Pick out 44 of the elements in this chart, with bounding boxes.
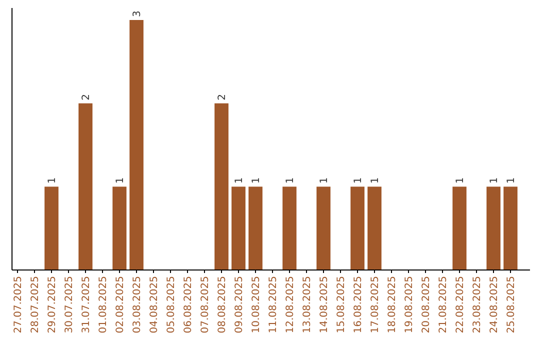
data-label: 1 [251, 177, 262, 184]
data-label: 1 [234, 177, 245, 184]
data-label: 2 [217, 94, 228, 100]
data-label: 1 [370, 177, 381, 184]
data-label: 1 [353, 177, 364, 184]
data-label: 1 [455, 177, 466, 184]
x-tick-label: 09.08.2025 [234, 276, 245, 334]
x-tick-label: 12.08.2025 [285, 276, 296, 334]
x-tick-label: 19.08.2025 [404, 276, 415, 334]
x-tick-label: 20.08.2025 [421, 276, 432, 334]
x-tick-label: 31.07.2025 [81, 276, 92, 334]
x-tick-label: 01.08.2025 [98, 276, 109, 334]
data-label: 1 [285, 177, 296, 184]
x-tick-label: 22.08.2025 [455, 276, 466, 334]
x-tick-label: 24.08.2025 [489, 276, 500, 334]
x-tick-label: 03.08.2025 [132, 276, 143, 334]
x-tick-label: 02.08.2025 [115, 276, 126, 334]
x-tick-label: 29.07.2025 [47, 276, 58, 334]
x-tick-label: 17.08.2025 [370, 276, 381, 334]
x-tick-label: 05.08.2025 [166, 276, 177, 334]
x-tick-label: 25.08.2025 [506, 276, 517, 334]
data-label: 1 [319, 177, 330, 184]
x-tick-label: 04.08.2025 [149, 276, 160, 334]
x-tick-label: 18.08.2025 [387, 276, 398, 334]
x-tick-label: 23.08.2025 [472, 276, 483, 334]
x-tick-label: 13.08.2025 [302, 276, 313, 334]
data-label: 1 [47, 177, 58, 184]
x-tick-label: 08.08.2025 [217, 276, 228, 334]
x-tick-label: 30.07.2025 [64, 276, 75, 334]
data-label: 3 [132, 10, 143, 17]
data-label: 1 [115, 177, 126, 184]
x-tick-label: 06.08.2025 [183, 276, 194, 334]
x-tick-label: 10.08.2025 [251, 276, 262, 334]
x-tick-label: 07.08.2025 [200, 276, 211, 334]
x-tick-label: 14.08.2025 [319, 276, 330, 334]
x-tick-label: 16.08.2025 [353, 276, 364, 334]
data-label: 1 [489, 177, 500, 184]
x-tick-label: 28.07.2025 [30, 276, 41, 334]
x-tick-label: 27.07.2025 [13, 276, 24, 334]
x-tick-label: 15.08.2025 [336, 276, 347, 334]
data-label: 1 [506, 177, 517, 184]
x-tick-label: 21.08.2025 [438, 276, 449, 334]
x-tick-label: 11.08.2025 [268, 276, 279, 334]
data-label: 2 [81, 94, 92, 100]
